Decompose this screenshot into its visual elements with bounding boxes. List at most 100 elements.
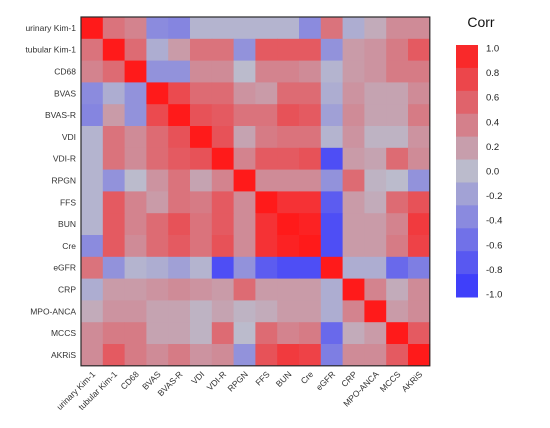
heatmap-cell-bun-vdi-r <box>211 213 234 236</box>
heatmap-cell-vdi-ffs <box>255 126 278 149</box>
heatmap-cell-vdi-r-cre <box>299 147 322 170</box>
y-axis-tick-labels: urinary Kim-1 tubular Kim-1 CD68 BVAS BVAS-R… <box>25 23 76 360</box>
heatmap-cell-egfr-mccs <box>386 256 409 279</box>
heatmap-cell-bvas-r-akris <box>408 104 431 127</box>
heatmap-cell-ffs-ffs <box>255 191 278 214</box>
heatmap-cell-cre-akris <box>408 235 431 258</box>
heatmap-cell-urinary-kim-1-mccs <box>386 17 409 40</box>
heatmap-cell-akris-cd68 <box>124 344 147 367</box>
heatmap-cell-mccs-egfr <box>320 322 343 345</box>
x-tick-label-rpgn: RPGN <box>225 369 249 393</box>
heatmap-cell-rpgn-vdi <box>190 169 213 192</box>
heatmap-cell-ffs-egfr <box>320 191 343 214</box>
heatmap-cell-vdi-cre <box>299 126 322 149</box>
heatmap-cell-bvas-mccs <box>386 82 409 105</box>
heatmap-cell-mccs-cd68 <box>124 322 147 345</box>
heatmap-cell-rpgn-crp <box>342 169 365 192</box>
heatmap-cell-vdi-r-mpo-anca <box>364 147 387 170</box>
heatmap-cell-cd68-crp <box>342 60 365 83</box>
heatmap-cell-cre-cre <box>299 235 322 258</box>
heatmap-cell-akris-vdi-r <box>211 344 234 367</box>
x-tick-label-akris: AKRiS <box>400 369 425 394</box>
heatmap-cell-mpo-anca-cd68 <box>124 300 147 323</box>
heatmap-cell-vdi-r-cd68 <box>124 147 147 170</box>
y-tick-label-mccs: MCCS <box>51 328 76 338</box>
heatmap-cell-akris-mccs <box>386 344 409 367</box>
heatmap-cell-akris-bun <box>277 344 300 367</box>
heatmap-cell-tubular-kim-1-akris <box>408 38 431 61</box>
heatmap-cell-bvas-urinary-kim-1 <box>81 82 104 105</box>
heatmap-cell-cre-mccs <box>386 235 409 258</box>
heatmap-cell-vdi-vdi <box>190 126 213 149</box>
heatmap-cell-bun-crp <box>342 213 365 236</box>
heatmap-cell-tubular-kim-1-ffs <box>255 38 278 61</box>
heatmap-cell-vdi-r-ffs <box>255 147 278 170</box>
heatmap-cell-rpgn-egfr <box>320 169 343 192</box>
heatmap-cell-mpo-anca-rpgn <box>233 300 256 323</box>
heatmap-cell-vdi-mccs <box>386 126 409 149</box>
heatmap-cell-akris-vdi <box>190 344 213 367</box>
legend-color-step <box>456 274 478 298</box>
heatmap-cell-akris-rpgn <box>233 344 256 367</box>
legend-tick-label: 0.4 <box>486 117 499 128</box>
heatmap-cell-ffs-bun <box>277 191 300 214</box>
heatmap-cell-cd68-ffs <box>255 60 278 83</box>
legend-tick-label: 0.0 <box>486 167 499 178</box>
heatmap-cell-crp-vdi-r <box>211 278 234 301</box>
heatmap-cell-mccs-crp <box>342 322 365 345</box>
heatmap-cell-rpgn-tubular-kim-1 <box>102 169 125 192</box>
heatmap-cell-akris-bvas <box>146 344 169 367</box>
y-tick-label-egfr: eGFR <box>53 263 76 273</box>
heatmap-cell-egfr-urinary-kim-1 <box>81 256 104 279</box>
y-tick-label-bvas: BVAS <box>54 88 76 98</box>
heatmap-cell-mccs-bvas-r <box>168 322 191 345</box>
heatmap-cell-cd68-akris <box>408 60 431 83</box>
heatmap-cell-crp-crp <box>342 278 365 301</box>
y-tick-label-bvas-r: BVAS-R <box>45 110 76 120</box>
heatmap-cell-bvas-cd68 <box>124 82 147 105</box>
heatmap-cell-tubular-kim-1-vdi-r <box>211 38 234 61</box>
heatmap-cell-tubular-kim-1-cd68 <box>124 38 147 61</box>
heatmap-cell-bvas-bun <box>277 82 300 105</box>
x-tick-label-egfr: eGFR <box>314 369 337 392</box>
heatmap-cell-akris-akris <box>408 344 431 367</box>
heatmap-cell-bvas-r-bvas <box>146 104 169 127</box>
heatmap-cell-tubular-kim-1-rpgn <box>233 38 256 61</box>
heatmap-cell-tubular-kim-1-egfr <box>320 38 343 61</box>
heatmap-cell-urinary-kim-1-cre <box>299 17 322 40</box>
heatmap-cell-ffs-cre <box>299 191 322 214</box>
heatmap-cell-crp-cre <box>299 278 322 301</box>
heatmap-cell-mpo-anca-bvas <box>146 300 169 323</box>
legend-tick-label: 0.8 <box>486 68 499 79</box>
heatmap-cell-vdi-bvas <box>146 126 169 149</box>
heatmap-cell-akris-cre <box>299 344 322 367</box>
heatmap-cell-crp-vdi <box>190 278 213 301</box>
heatmap-cell-bvas-r-rpgn <box>233 104 256 127</box>
heatmap-cell-akris-bvas-r <box>168 344 191 367</box>
heatmap-cell-crp-akris <box>408 278 431 301</box>
y-tick-label-crp: CRP <box>58 285 76 295</box>
heatmap-cell-cre-ffs <box>255 235 278 258</box>
heatmap-cell-tubular-kim-1-mccs <box>386 38 409 61</box>
heatmap-cell-bvas-tubular-kim-1 <box>102 82 125 105</box>
heatmap-cell-ffs-urinary-kim-1 <box>81 191 104 214</box>
heatmap-cell-cre-bun <box>277 235 300 258</box>
heatmap-cell-vdi-r-bvas-r <box>168 147 191 170</box>
heatmap-cell-cd68-bvas <box>146 60 169 83</box>
heatmap-cell-urinary-kim-1-bvas-r <box>168 17 191 40</box>
heatmap-cell-bvas-r-mccs <box>386 104 409 127</box>
heatmap-cell-vdi-cd68 <box>124 126 147 149</box>
heatmap-cell-bvas-r-bvas-r <box>168 104 191 127</box>
heatmap-cell-cd68-bvas-r <box>168 60 191 83</box>
x-tick-label-ffs: FFS <box>253 369 272 388</box>
heatmap-cell-crp-bvas <box>146 278 169 301</box>
heatmap-cell-mccs-bun <box>277 322 300 345</box>
heatmap-cell-mccs-urinary-kim-1 <box>81 322 104 345</box>
heatmap-cell-tubular-kim-1-urinary-kim-1 <box>81 38 104 61</box>
heatmap-cell-bun-cre <box>299 213 322 236</box>
legend-color-bar <box>456 45 478 298</box>
heatmap-cell-rpgn-bvas-r <box>168 169 191 192</box>
heatmap-cell-mpo-anca-tubular-kim-1 <box>102 300 125 323</box>
heatmap-cell-ffs-mccs <box>386 191 409 214</box>
heatmap-cell-vdi-r-bvas <box>146 147 169 170</box>
